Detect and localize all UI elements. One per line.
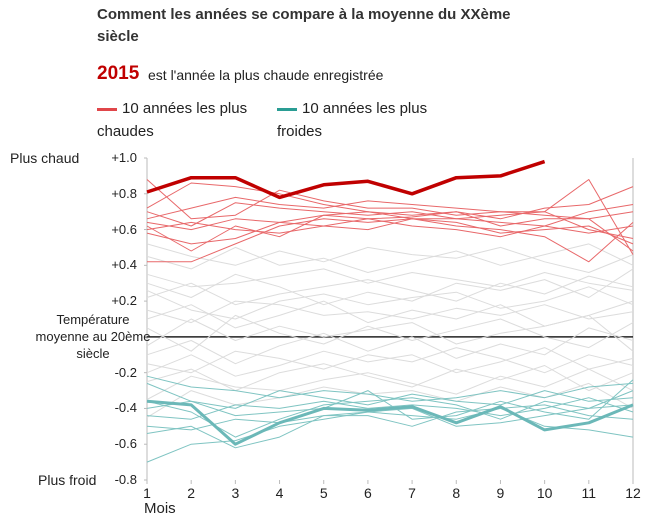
- series-line: [146, 286, 634, 320]
- series-line: [146, 211, 634, 252]
- chart-title: Comment les années se compare à la moyen…: [97, 6, 511, 45]
- legend-item: 10 années les plus froides: [277, 97, 452, 143]
- series-line: [147, 218, 634, 263]
- series-line: [146, 363, 634, 392]
- series-line: [146, 243, 634, 273]
- series-line: [146, 347, 634, 377]
- x-tick-label: 6: [364, 485, 372, 501]
- series-line: [146, 404, 634, 449]
- series-line: [146, 275, 634, 306]
- y-tick-label: +0.2: [111, 293, 137, 309]
- x-tick-label: 7: [408, 485, 416, 501]
- x-tick-label: 8: [452, 485, 461, 501]
- x-axis-label: Mois: [144, 500, 176, 516]
- series-line: [146, 218, 634, 245]
- series-line: [146, 300, 634, 324]
- y-tick-label: -0.4: [114, 400, 137, 416]
- legend-swatch: [97, 107, 117, 111]
- series-line: [146, 368, 634, 400]
- x-tick-label: 4: [275, 485, 284, 501]
- legend-item: 10 années les plus chaudes: [97, 97, 272, 143]
- series-line: [146, 314, 634, 352]
- annotation: Plus froid: [38, 472, 97, 488]
- subtitle: est l'année la plus chaude enregistrée: [148, 67, 384, 83]
- x-tick-label: 5: [319, 485, 328, 501]
- series-line: [146, 196, 634, 220]
- series-line: [146, 179, 634, 255]
- y-tick-label: +1.0: [111, 150, 137, 165]
- y-tick-label: -0.8: [114, 472, 137, 487]
- series-line: [146, 243, 634, 273]
- series-line: [146, 379, 634, 420]
- series-line: [146, 186, 634, 231]
- legend-label: 10 années les plus froides: [277, 100, 428, 140]
- y-tick-label: -0.6: [114, 436, 137, 452]
- series-line: [146, 404, 634, 431]
- x-tick-label: 11: [581, 485, 597, 501]
- y-tick-label: +0.8: [111, 185, 137, 201]
- series-line: [146, 159, 546, 200]
- series-line: [146, 327, 634, 365]
- x-tick-label: 10: [536, 485, 553, 501]
- series-line: [146, 390, 634, 409]
- series-line: [146, 300, 634, 329]
- x-tick-label: 9: [496, 485, 505, 501]
- legend-label: 10 années les plus chaudes: [97, 100, 248, 140]
- y-tick-label: Température moyenne au 20ème siècle: [35, 311, 151, 361]
- y-tick-label: +0.4: [111, 257, 137, 273]
- x-tick-label: 3: [231, 485, 240, 501]
- series-line: [146, 214, 634, 252]
- x-tick-label: 12: [625, 485, 641, 501]
- series-line: [146, 399, 634, 446]
- series-line: [146, 407, 634, 463]
- y-tick-label: +0.6: [111, 221, 137, 237]
- series-line: [146, 375, 634, 402]
- x-tick-label: 1: [143, 485, 151, 501]
- series-line: [146, 182, 634, 227]
- series-line: [146, 268, 634, 291]
- x-tick-label: 2: [187, 485, 196, 501]
- annotation: Plus chaud: [10, 150, 80, 166]
- series-line: [146, 314, 634, 352]
- series-line: [146, 382, 634, 418]
- legend-swatch: [277, 107, 297, 111]
- highlight-year: 2015: [97, 63, 140, 84]
- series-line: [146, 268, 634, 306]
- y-tick-label: -0.2: [114, 364, 137, 380]
